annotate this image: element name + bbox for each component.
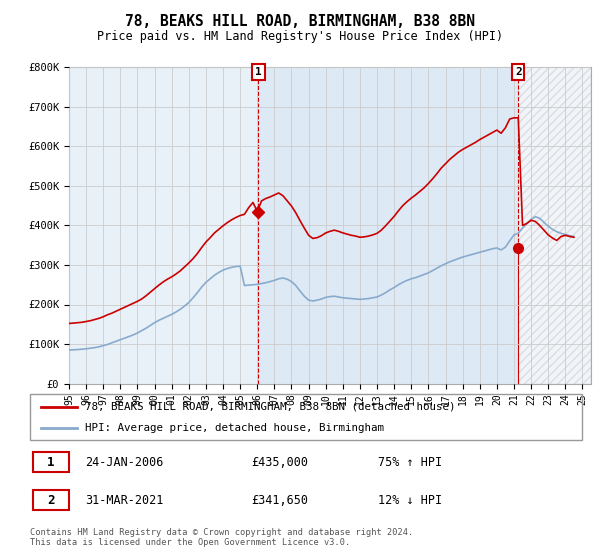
Text: 78, BEAKS HILL ROAD, BIRMINGHAM, B38 8BN (detached house): 78, BEAKS HILL ROAD, BIRMINGHAM, B38 8BN… (85, 402, 456, 412)
Text: 75% ↑ HPI: 75% ↑ HPI (378, 456, 442, 469)
Text: 2: 2 (47, 493, 55, 507)
Text: 1: 1 (47, 456, 55, 469)
Text: 2: 2 (515, 67, 521, 77)
Bar (33, 490, 68, 510)
Text: £341,650: £341,650 (251, 493, 308, 507)
Bar (518, 67, 591, 384)
Text: HPI: Average price, detached house, Birmingham: HPI: Average price, detached house, Birm… (85, 423, 384, 433)
Text: £435,000: £435,000 (251, 456, 308, 469)
Text: Contains HM Land Registry data © Crown copyright and database right 2024.
This d: Contains HM Land Registry data © Crown c… (30, 528, 413, 547)
Text: 24-JAN-2006: 24-JAN-2006 (85, 456, 164, 469)
Text: 1: 1 (255, 67, 262, 77)
Bar (259, 67, 518, 384)
Text: 12% ↓ HPI: 12% ↓ HPI (378, 493, 442, 507)
Text: 78, BEAKS HILL ROAD, BIRMINGHAM, B38 8BN: 78, BEAKS HILL ROAD, BIRMINGHAM, B38 8BN (125, 14, 475, 29)
Text: Price paid vs. HM Land Registry's House Price Index (HPI): Price paid vs. HM Land Registry's House … (97, 30, 503, 43)
Text: 31-MAR-2021: 31-MAR-2021 (85, 493, 164, 507)
Bar (33, 452, 68, 472)
